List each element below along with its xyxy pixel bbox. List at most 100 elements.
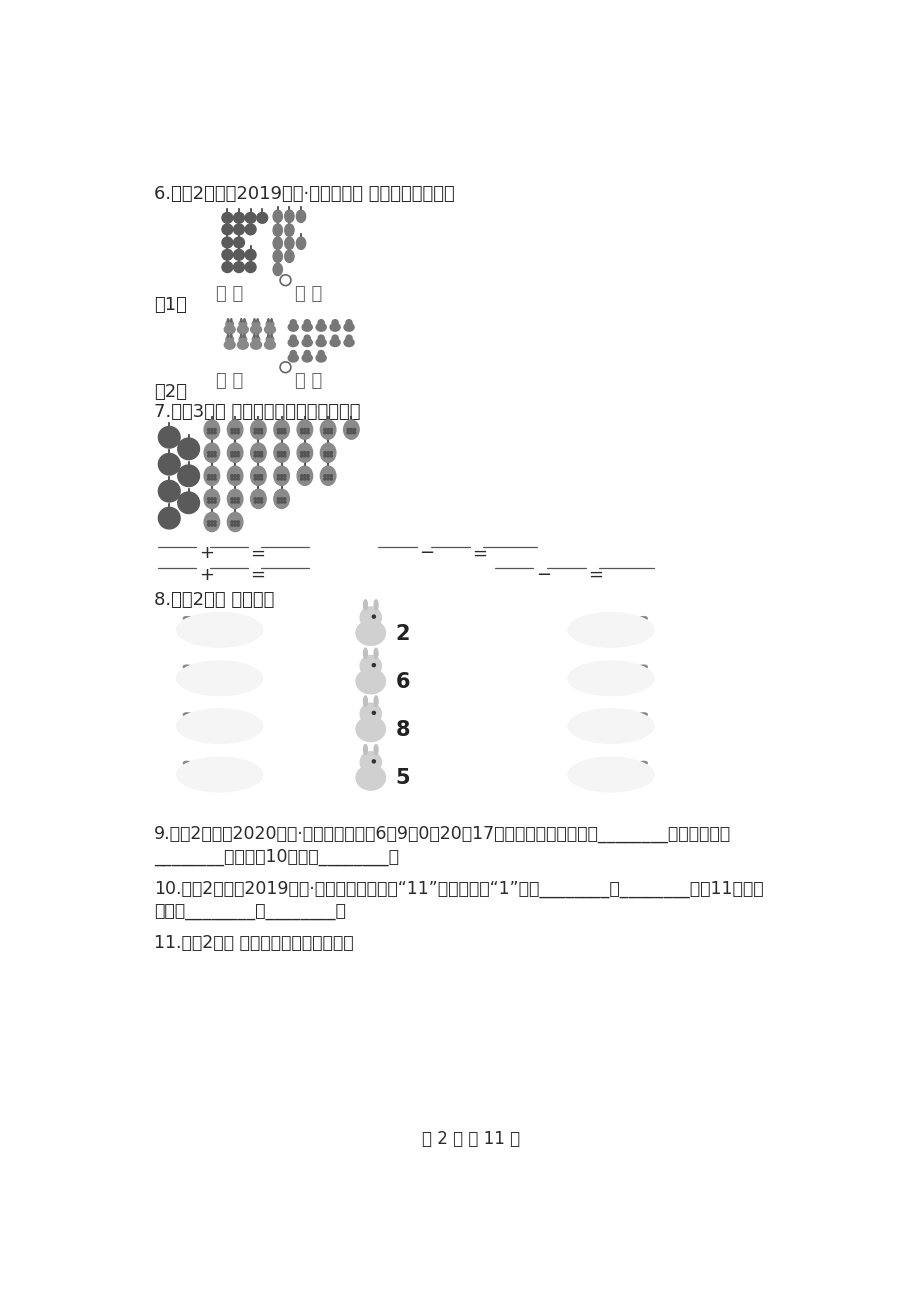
Circle shape [208, 428, 210, 431]
Text: （ ）: （ ） [216, 285, 243, 303]
Ellipse shape [250, 421, 266, 439]
Circle shape [303, 454, 306, 457]
Ellipse shape [344, 323, 354, 331]
Text: 10−5: 10−5 [585, 717, 635, 736]
Ellipse shape [176, 710, 262, 743]
Ellipse shape [267, 319, 268, 322]
Circle shape [346, 335, 352, 341]
Ellipse shape [184, 724, 196, 733]
Circle shape [283, 478, 286, 480]
Ellipse shape [568, 710, 652, 743]
Ellipse shape [227, 513, 243, 531]
Ellipse shape [204, 466, 220, 486]
Circle shape [237, 428, 239, 431]
Ellipse shape [316, 354, 326, 362]
Ellipse shape [256, 335, 258, 337]
Circle shape [221, 237, 233, 247]
Circle shape [372, 615, 375, 618]
Circle shape [283, 501, 286, 503]
Ellipse shape [363, 600, 367, 611]
Ellipse shape [273, 224, 282, 237]
Text: +: + [199, 566, 213, 583]
Ellipse shape [273, 250, 282, 263]
Ellipse shape [297, 466, 312, 486]
Circle shape [306, 452, 309, 454]
Ellipse shape [231, 335, 232, 337]
Ellipse shape [568, 758, 652, 792]
Ellipse shape [296, 237, 305, 250]
Circle shape [257, 497, 259, 500]
Ellipse shape [297, 421, 312, 439]
Circle shape [252, 320, 259, 328]
Circle shape [233, 523, 236, 526]
Circle shape [323, 428, 326, 431]
Text: 3+5: 3+5 [591, 669, 630, 687]
Circle shape [177, 437, 199, 460]
Circle shape [256, 212, 267, 223]
Circle shape [210, 452, 213, 454]
Circle shape [289, 335, 296, 341]
Text: =: = [250, 544, 266, 562]
Text: 第 2 页 共 11 页: 第 2 页 共 11 页 [422, 1130, 520, 1148]
Circle shape [158, 508, 180, 529]
Text: −: − [535, 566, 550, 583]
Text: 7−5: 7−5 [591, 766, 630, 784]
Circle shape [237, 454, 239, 457]
Ellipse shape [316, 323, 326, 331]
Text: 个数是________和________。: 个数是________和________。 [153, 904, 346, 921]
Ellipse shape [301, 339, 312, 346]
Circle shape [233, 497, 236, 500]
Ellipse shape [274, 421, 289, 439]
Text: 4+4: 4+4 [200, 669, 238, 687]
Ellipse shape [316, 339, 326, 346]
Circle shape [303, 431, 306, 434]
Ellipse shape [374, 745, 378, 755]
Circle shape [257, 475, 259, 477]
Ellipse shape [250, 443, 266, 462]
Ellipse shape [363, 648, 367, 659]
Ellipse shape [633, 772, 646, 781]
Circle shape [330, 452, 332, 454]
Ellipse shape [204, 421, 220, 439]
Circle shape [231, 523, 233, 526]
Circle shape [231, 428, 233, 431]
Circle shape [306, 454, 309, 457]
Circle shape [260, 454, 262, 457]
Circle shape [221, 262, 233, 272]
Circle shape [254, 452, 256, 454]
Circle shape [353, 428, 356, 431]
Circle shape [208, 475, 210, 477]
Circle shape [210, 454, 213, 457]
Circle shape [213, 454, 216, 457]
Circle shape [231, 501, 233, 503]
Circle shape [257, 431, 259, 434]
Circle shape [158, 427, 180, 448]
Circle shape [326, 475, 329, 477]
Circle shape [221, 212, 233, 223]
Text: ________，最接近10的数是________。: ________，最接近10的数是________。 [153, 848, 398, 866]
Ellipse shape [374, 695, 378, 707]
Circle shape [233, 454, 236, 457]
Circle shape [266, 320, 274, 328]
Circle shape [301, 428, 302, 431]
Circle shape [254, 454, 256, 457]
Text: 5: 5 [395, 768, 410, 789]
Circle shape [213, 501, 216, 503]
Ellipse shape [241, 335, 242, 337]
Circle shape [208, 501, 210, 503]
Circle shape [326, 478, 329, 480]
Circle shape [332, 320, 338, 326]
Circle shape [254, 431, 256, 434]
Circle shape [277, 452, 279, 454]
Circle shape [301, 478, 302, 480]
Ellipse shape [356, 669, 385, 694]
Circle shape [208, 521, 210, 523]
Circle shape [252, 336, 259, 344]
Circle shape [213, 521, 216, 523]
Circle shape [283, 452, 286, 454]
Ellipse shape [374, 600, 378, 611]
Circle shape [260, 428, 262, 431]
Circle shape [237, 497, 239, 500]
Ellipse shape [183, 665, 197, 672]
Circle shape [277, 428, 279, 431]
